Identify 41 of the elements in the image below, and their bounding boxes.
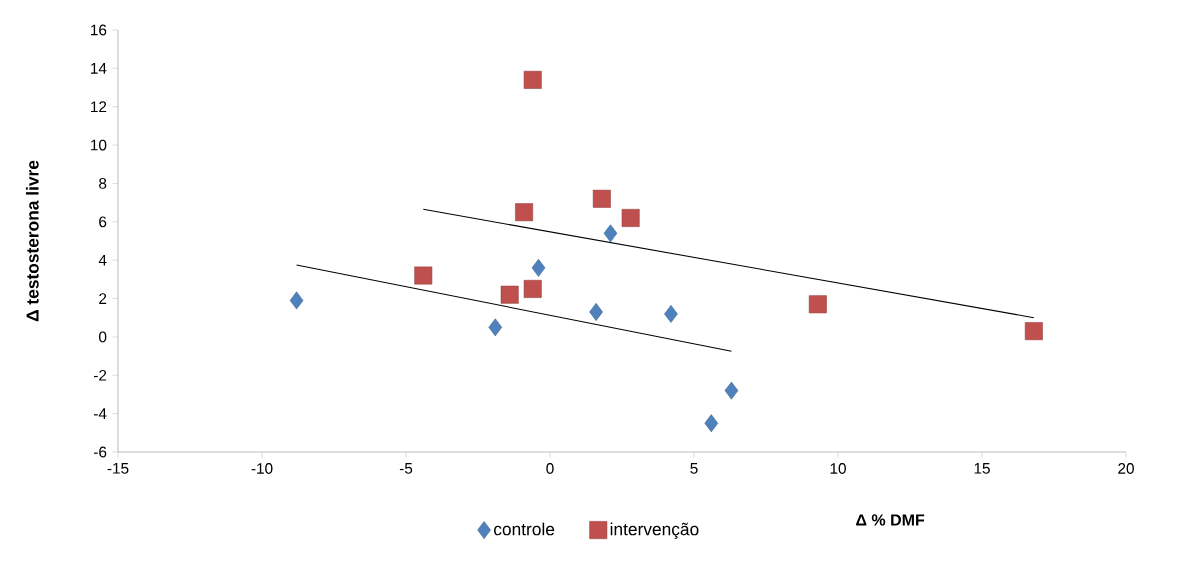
point (488, 318, 503, 337)
point (289, 291, 304, 310)
y-tick-label: -2 (94, 369, 107, 381)
point (523, 70, 542, 89)
x-tick-label: 5 (690, 463, 698, 474)
point (704, 414, 719, 433)
point (500, 285, 519, 304)
x-tick-label: -15 (107, 463, 129, 474)
point (414, 266, 433, 285)
point (664, 304, 678, 323)
x-tick-label: 15 (974, 463, 990, 474)
y-tick-label: 10 (91, 139, 107, 151)
y-tick-label: 16 (91, 24, 107, 36)
y-tick-label: 6 (99, 216, 107, 228)
point (621, 209, 640, 227)
y-tick-label: 4 (98, 254, 107, 266)
point (531, 258, 546, 277)
point (515, 203, 534, 222)
x-axis-title: Δ % DMF (856, 514, 925, 526)
y-axis-title: Δ testosterona livre (25, 160, 39, 322)
point (589, 303, 603, 321)
y-tick-label: -6 (94, 446, 107, 458)
point (592, 189, 611, 208)
point (603, 224, 618, 243)
y-tick-label: 0 (99, 331, 107, 343)
y-tick-label: 8 (99, 178, 107, 189)
y-tick-label: 2 (99, 293, 107, 304)
legend-label: intervenção (610, 522, 699, 539)
x-tick-label: -5 (399, 463, 413, 474)
point (724, 381, 739, 400)
x-tick-label: 10 (830, 463, 846, 474)
y-tick-label: 12 (91, 101, 107, 113)
legend-label: controle (494, 522, 555, 536)
y-tick-label: -4 (94, 408, 107, 419)
point (523, 280, 542, 298)
point (808, 295, 827, 314)
x-tick-label: -10 (251, 463, 273, 474)
y-tick-label: 14 (91, 63, 107, 74)
x-tick-label: 20 (1118, 463, 1134, 474)
x-tick-label: 0 (546, 463, 554, 474)
point (1024, 322, 1043, 341)
